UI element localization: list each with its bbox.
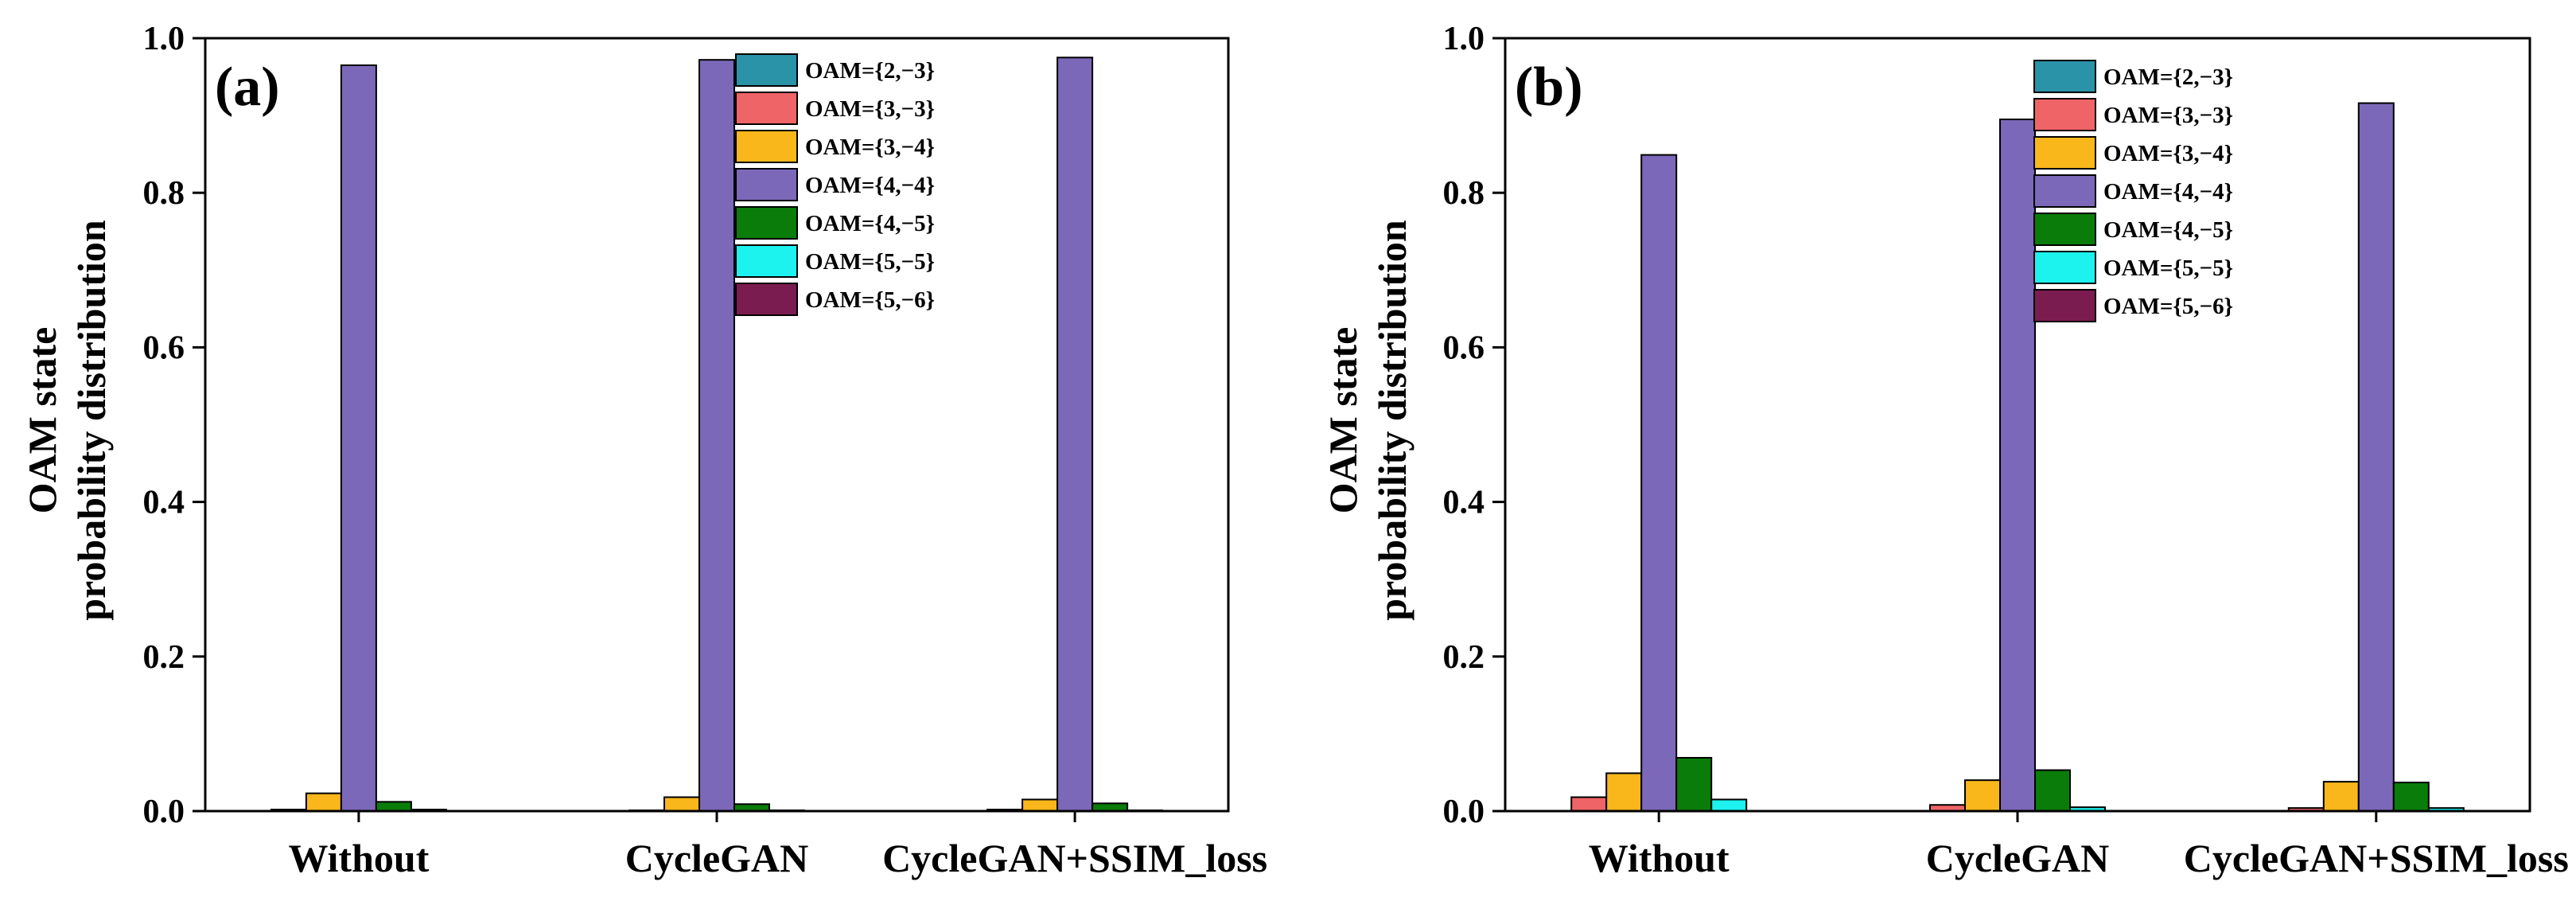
legend-swatch	[2033, 174, 2096, 208]
panel-a: 0.0 0.2 0.4 0.6 0.8 1.0 Without CycleGAN CycleG…	[20, 21, 1267, 880]
panel-label-b: (b)	[1515, 57, 1583, 118]
y-tick-label: 1.0	[1443, 21, 1485, 57]
legend-swatch	[735, 92, 798, 125]
bar-b-c1-s3	[1999, 118, 2036, 812]
bar-b-c0-s3	[1640, 154, 1678, 813]
bar-b-c0-s2	[1605, 772, 1643, 813]
legend-label: OAM={3,−3}	[805, 96, 935, 122]
bars-b	[1570, 102, 2465, 813]
x-tick-label: CycleGAN	[1926, 836, 2110, 880]
x-tick-label: Without	[1589, 836, 1730, 880]
bar-b-c0-s1	[1570, 796, 1608, 812]
bar-a-c2-s2	[1021, 798, 1059, 812]
legend-b: OAM={2,−3} OAM={3,−3} OAM={3,−4} OAM={4,−4}…	[2033, 60, 2233, 322]
legend-swatch	[735, 283, 798, 316]
y-axis-label-line2-b: probability distribution	[1370, 220, 1414, 621]
y-axis-label-line1-b: OAM state	[1321, 327, 1365, 514]
bar-b-c0-s4	[1675, 757, 1713, 812]
x-tick-label: Without	[288, 836, 429, 880]
legend-swatch	[2033, 60, 2096, 93]
legend-label: OAM={2,−3}	[805, 58, 935, 84]
bar-a-c0-s3	[340, 64, 377, 813]
legend-swatch	[2033, 136, 2096, 170]
legend-label: OAM={3,−4}	[2103, 141, 2233, 166]
legend-swatch	[735, 130, 798, 163]
y-axis-label-line2-a: probability distribution	[69, 220, 114, 621]
legend-label: OAM={3,−3}	[2103, 103, 2233, 128]
bar-b-c1-s4	[2034, 769, 2071, 812]
y-tick-label: 0.6	[1443, 330, 1485, 366]
legend-swatch	[735, 53, 798, 87]
y-axis-label-line1-a: OAM state	[20, 327, 64, 514]
y-tick-label: 0.8	[143, 175, 185, 212]
panel-b: 0.0 0.2 0.4 0.6 0.8 1.0 Without CycleGAN CycleG…	[1321, 21, 2569, 880]
legend-swatch	[2033, 98, 2096, 131]
legend-swatch	[2033, 251, 2096, 284]
bar-a-c2-s3	[1056, 57, 1094, 812]
bar-a-c1-s3	[698, 59, 735, 813]
legend-a: OAM={2,−3} OAM={3,−3} OAM={3,−4} OAM={4,−4}…	[735, 53, 935, 316]
y-tick-label: 0.0	[143, 794, 185, 830]
legend-label: OAM={2,−3}	[2103, 64, 2233, 90]
legend-label: OAM={4,−5}	[2103, 217, 2233, 243]
legend-label: OAM={5,−6}	[805, 287, 935, 313]
x-ticks-b: Without CycleGAN CycleGAN+SSIM_loss	[1589, 811, 2569, 880]
y-tick-label: 0.6	[143, 330, 185, 366]
legend-swatch	[2033, 213, 2096, 246]
bar-b-c2-s2	[2322, 781, 2360, 812]
x-tick-label: CycleGAN+SSIM_loss	[882, 836, 1267, 880]
bar-b-c2-s4	[2392, 782, 2430, 812]
legend-label: OAM={4,−4}	[2103, 179, 2233, 205]
y-tick-label: 0.0	[1443, 794, 1485, 830]
y-tick-label: 0.8	[1443, 175, 1485, 212]
legend-label: OAM={5,−5}	[805, 249, 935, 275]
bar-b-c0-s5	[1710, 798, 1748, 812]
y-tick-label: 1.0	[143, 21, 185, 57]
legend-label: OAM={4,−4}	[805, 173, 935, 198]
legend-label: OAM={4,−5}	[805, 211, 935, 236]
bar-a-c1-s2	[663, 796, 700, 812]
legend-swatch	[735, 244, 798, 278]
legend-swatch	[2033, 289, 2096, 322]
legend-swatch	[735, 206, 798, 240]
bar-b-c1-s2	[1964, 779, 2001, 812]
legend-swatch	[735, 168, 798, 201]
bar-b-c2-s3	[2357, 102, 2395, 812]
legend-label: OAM={5,−5}	[2103, 256, 2233, 281]
x-tick-label: CycleGAN+SSIM_loss	[2184, 836, 2569, 880]
bar-a-c0-s4	[375, 801, 412, 813]
y-ticks-b: 0.0 0.2 0.4 0.6 0.8 1.0	[1443, 21, 1505, 830]
bar-a-c0-s2	[305, 792, 342, 812]
x-ticks-a: Without CycleGAN CycleGAN+SSIM_loss	[288, 811, 1267, 880]
x-tick-label: CycleGAN	[625, 836, 809, 880]
y-tick-label: 0.4	[143, 485, 185, 521]
legend-label: OAM={5,−6}	[2103, 294, 2233, 319]
y-ticks-a: 0.0 0.2 0.4 0.6 0.8 1.0	[143, 21, 205, 830]
y-tick-label: 0.2	[1443, 639, 1485, 676]
y-tick-label: 0.4	[1443, 485, 1485, 521]
legend-label: OAM={3,−4}	[805, 135, 935, 160]
y-tick-label: 0.2	[143, 639, 185, 676]
panel-label-a: (a)	[215, 57, 280, 118]
